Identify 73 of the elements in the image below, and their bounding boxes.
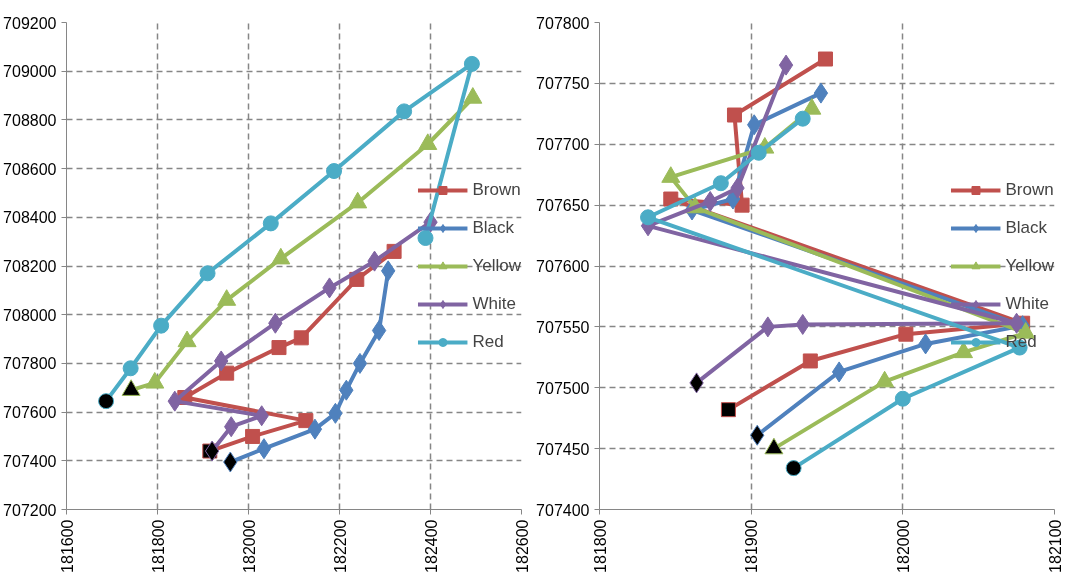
x-tick-label: 181900 — [743, 519, 761, 573]
point — [712, 175, 729, 192]
y-tick-label: 707550 — [536, 318, 590, 336]
y-tick-label: 707800 — [3, 355, 57, 373]
legend-label: Yellow — [472, 255, 521, 276]
point — [831, 361, 847, 383]
point — [371, 320, 387, 342]
y-tick-label: 707700 — [536, 136, 590, 154]
y-tick-label: 707200 — [3, 501, 57, 519]
y-tick-label: 707500 — [536, 379, 590, 397]
point — [794, 110, 811, 127]
point — [813, 82, 829, 104]
point — [307, 418, 323, 440]
y-tick-label: 708200 — [3, 258, 57, 275]
y-tick-label: 707650 — [536, 197, 590, 215]
legend-label: Brown — [472, 179, 521, 200]
x-tick-label: 182600 — [513, 519, 531, 573]
legend-label: Red — [472, 331, 504, 352]
y-tick-label: 709200 — [3, 14, 57, 32]
point — [219, 365, 235, 381]
y-tick-label: 707750 — [536, 75, 590, 93]
y-tick-label: 709000 — [3, 63, 57, 81]
x-tick-label: 182200 — [331, 519, 349, 573]
point — [199, 265, 216, 282]
point — [785, 460, 802, 477]
y-tick-label: 707800 — [536, 14, 590, 32]
x-tick-label: 181800 — [149, 519, 167, 573]
point — [245, 428, 261, 444]
point — [720, 402, 736, 418]
point — [153, 317, 170, 334]
point — [262, 215, 279, 232]
legend-label: White — [1005, 293, 1049, 314]
point — [463, 55, 480, 72]
legend-label: Black — [1005, 217, 1048, 238]
point — [271, 340, 287, 356]
x-tick-label: 181600 — [58, 519, 76, 573]
x-tick-label: 182000 — [240, 519, 258, 573]
point — [98, 393, 115, 410]
y-tick-label: 707400 — [3, 452, 57, 470]
y-tick-label: 707400 — [536, 501, 590, 519]
legend-label: Black — [472, 217, 515, 238]
legend-label: White — [472, 293, 516, 314]
point — [298, 413, 314, 429]
y-tick-label: 708000 — [3, 306, 57, 324]
point — [778, 54, 794, 76]
legend-label: Brown — [1005, 179, 1054, 200]
x-tick-label: 182100 — [1046, 519, 1064, 573]
point — [417, 230, 434, 246]
y-tick-label: 707600 — [3, 404, 57, 422]
y-tick-label: 707600 — [536, 258, 590, 275]
y-tick-label: 708400 — [3, 209, 57, 227]
point — [256, 438, 272, 460]
point — [802, 353, 818, 369]
y-tick-label: 707450 — [536, 440, 590, 458]
point — [293, 330, 309, 346]
x-tick-label: 182000 — [894, 519, 912, 573]
legend-label: Red — [1005, 331, 1037, 352]
point — [760, 316, 776, 338]
point — [396, 103, 413, 120]
point — [817, 51, 833, 67]
point — [640, 209, 657, 226]
point — [898, 326, 914, 342]
point — [352, 352, 368, 374]
point — [726, 107, 742, 123]
x-tick-label: 182400 — [422, 519, 440, 573]
point — [326, 163, 343, 180]
y-tick-label: 708600 — [3, 160, 57, 178]
y-tick-label: 708800 — [3, 111, 57, 129]
point — [894, 390, 911, 407]
point — [122, 360, 139, 377]
legend-label: Yellow — [1005, 255, 1054, 276]
point — [750, 144, 767, 161]
x-tick-label: 181800 — [591, 519, 609, 573]
